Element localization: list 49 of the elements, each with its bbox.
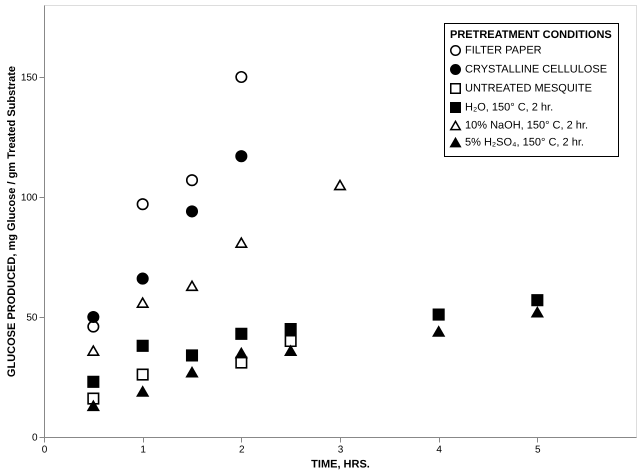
y-tick-label: 150 <box>20 72 38 84</box>
point <box>87 376 100 388</box>
point <box>432 308 445 321</box>
legend-label: H₂O, 150° C, 2 hr. <box>465 102 554 114</box>
point <box>87 400 100 412</box>
point <box>136 340 149 352</box>
point <box>284 345 297 356</box>
point <box>186 280 198 292</box>
x-tick-label: 2 <box>239 444 246 456</box>
x-tick-label: 4 <box>436 444 442 456</box>
point <box>284 334 297 348</box>
point <box>284 322 297 336</box>
point <box>87 320 100 333</box>
point <box>186 174 198 186</box>
point <box>186 205 198 218</box>
x-axis-title: TIME, HRS. <box>311 458 370 470</box>
x-tick-label: 3 <box>338 444 344 456</box>
point <box>136 272 149 285</box>
point <box>186 366 198 378</box>
point <box>334 180 346 190</box>
legend-label: UNTREATED MESQUITE <box>465 82 592 94</box>
point <box>235 150 248 162</box>
point <box>432 326 445 337</box>
point <box>531 294 544 306</box>
legend-label: 10% NaOH, 150° C, 2 hr. <box>465 120 588 132</box>
point <box>235 328 248 340</box>
x-tick-label: 1 <box>140 444 146 456</box>
point <box>136 198 149 210</box>
y-tick-label: 100 <box>20 192 38 204</box>
point <box>136 368 149 381</box>
point <box>235 237 248 248</box>
x-tick-label: 5 <box>535 444 542 456</box>
point <box>136 386 149 397</box>
point <box>235 70 248 84</box>
point <box>531 306 544 318</box>
legend-title: PRETREATMENT CONDITIONS <box>450 29 612 41</box>
point <box>186 349 198 362</box>
legend-label: 5% H₂SO₄, 150° C, 2 hr. <box>465 136 584 148</box>
y-tick-label: 0 <box>32 432 38 444</box>
point <box>87 392 100 405</box>
point <box>235 348 248 358</box>
legend-label: CRYSTALLINE CELLULOSE <box>465 64 608 76</box>
point <box>87 345 100 356</box>
x-tick-label: 0 <box>42 444 48 456</box>
y-axis-title: GLUCOSE PRODUCED, mg Glucose / gm Treated Substrate <box>6 66 18 378</box>
legend-label: FILTER PAPER <box>465 44 542 56</box>
y-tick-label: 50 <box>26 312 38 324</box>
point <box>136 297 149 308</box>
point <box>87 310 100 324</box>
